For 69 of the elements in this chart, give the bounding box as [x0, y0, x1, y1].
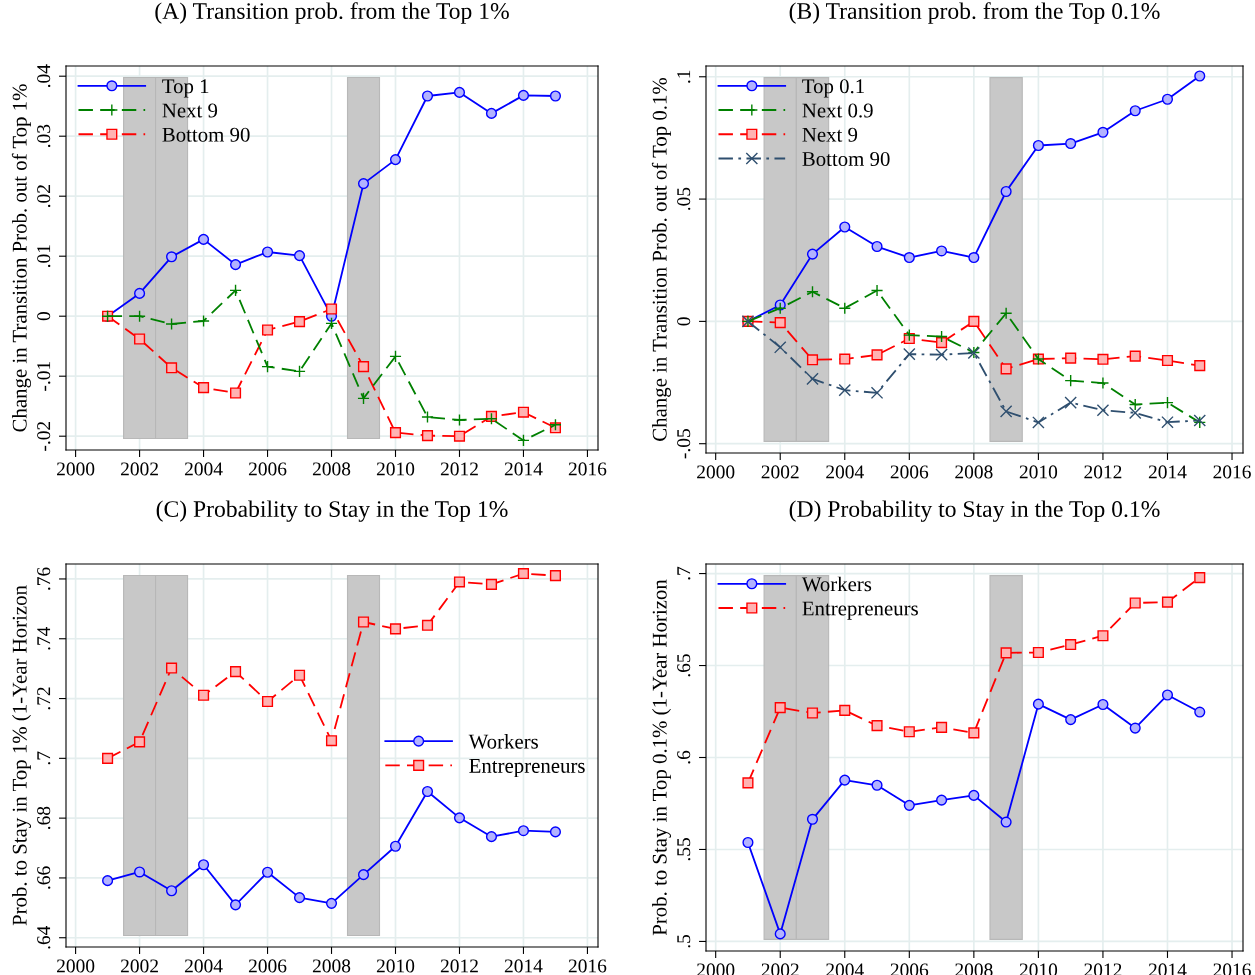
x-tick-label: 2008 [312, 462, 351, 476]
y-tick-label: .04 [37, 64, 51, 88]
legend-label: Next 0.9 [802, 103, 873, 118]
x-tick-label: 2016 [1213, 465, 1251, 479]
chart-title: (D) Probability to Stay in the Top 0.1% [789, 500, 1160, 522]
legend-label: Bottom 90 [802, 151, 890, 166]
y-tick-label: .6 [677, 750, 691, 764]
legend-label: Entrepreneurs [802, 601, 918, 620]
x-tick-label: 2006 [890, 465, 929, 479]
x-tick-label: 2016 [568, 959, 607, 973]
x-tick-label: 2008 [312, 959, 351, 973]
x-tick-label: 2014 [504, 959, 543, 973]
y-tick-label: .72 [37, 687, 51, 710]
x-tick-label: 2002 [120, 462, 158, 476]
x-tick-label: 2010 [376, 959, 415, 973]
y-tick-label: .05 [677, 187, 691, 210]
y-tick-label: .01 [37, 245, 51, 268]
y-tick-label: .7 [677, 566, 691, 580]
y-axis-title: Prob. to Stay in Top 0.1% (1-Year Horizon [652, 579, 672, 936]
x-tick-label: 2002 [120, 959, 158, 973]
y-axis-title: Change in Transition Prob. out of Top 1% [11, 84, 32, 432]
x-tick-label: 2004 [184, 462, 223, 476]
x-tick-label: 2002 [761, 465, 799, 479]
chart-title: (B) Transition prob. from the Top 0.1% [789, 2, 1160, 24]
y-tick-label: .66 [37, 866, 51, 889]
legend-label: Workers [801, 576, 872, 592]
x-tick-label: 2014 [504, 462, 543, 476]
y-tick-label: .68 [37, 806, 51, 830]
y-tick-label: .65 [677, 654, 691, 677]
x-tick-label: 2006 [248, 959, 287, 973]
legend-label: Bottom 90 [162, 127, 250, 142]
y-tick-label: .64 [37, 925, 51, 949]
y-tick-label: 0 [677, 317, 691, 326]
legend-label: Next 9 [802, 127, 858, 142]
y-tick-label: .7 [37, 751, 51, 765]
legend-label: Top 0.1 [802, 79, 864, 98]
y-tick-label: .55 [677, 838, 691, 861]
y-tick-label: -.01 [37, 361, 51, 391]
x-tick-label: 2016 [568, 462, 607, 476]
y-axis-title: Prob. to Stay in Top 1% (1-Year Horizon [12, 585, 32, 926]
y-tick-label: .74 [37, 626, 51, 650]
x-tick-label: 2004 [826, 465, 864, 479]
y-axis-title: Change in Transition Prob. out of Top 0.1% [651, 77, 672, 441]
x-tick-label: 2000 [57, 462, 95, 476]
y-tick-label: .1 [677, 70, 691, 83]
x-tick-label: 2012 [440, 462, 478, 476]
y-tick-label: .76 [37, 567, 51, 590]
chart-title: (C) Probability to Stay in the Top 1% [156, 500, 508, 522]
y-tick-label: .03 [37, 124, 51, 148]
legend-label: Top 1 [162, 79, 209, 98]
legend-label: Next 9 [162, 103, 218, 118]
x-tick-label: 2000 [697, 465, 735, 479]
x-tick-label: 2014 [1148, 465, 1187, 479]
x-tick-label: 2008 [955, 465, 993, 479]
legend-label: Workers [468, 734, 538, 749]
y-tick-label: 0 [37, 312, 51, 321]
x-tick-label: 2010 [376, 462, 415, 476]
x-tick-label: 2004 [184, 959, 223, 973]
x-tick-label: 2010 [1019, 465, 1058, 479]
x-tick-label: 2012 [1084, 465, 1122, 479]
chart-title: (A) Transition prob. from the Top 1% [155, 2, 509, 24]
x-tick-label: 2012 [440, 959, 478, 973]
legend-label: Entrepreneurs [469, 759, 585, 778]
y-tick-label: -.05 [677, 429, 691, 459]
y-tick-label: -.02 [37, 421, 51, 451]
x-tick-label: 2000 [57, 959, 95, 973]
y-tick-label: .5 [677, 934, 691, 948]
x-tick-label: 2006 [248, 462, 287, 476]
y-tick-label: .02 [37, 185, 51, 208]
